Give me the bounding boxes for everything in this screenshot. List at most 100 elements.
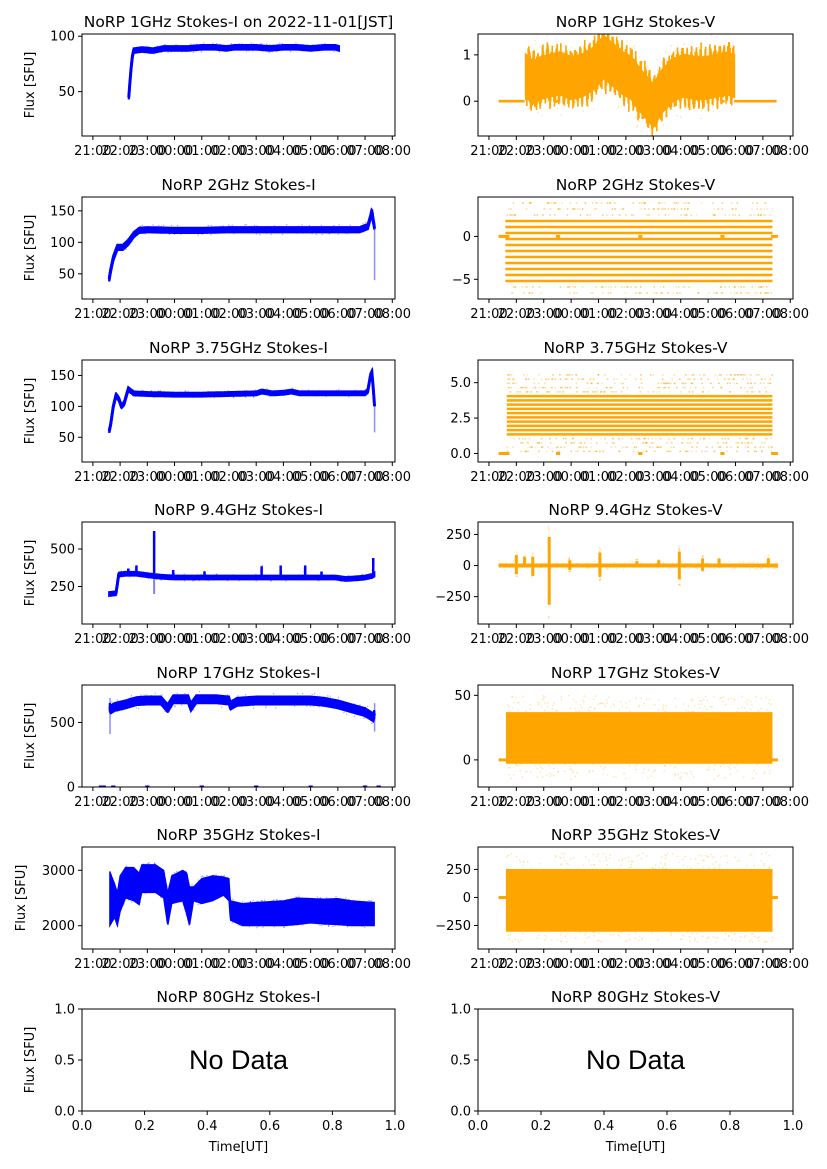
scatter-point xyxy=(121,709,123,711)
sparse-point xyxy=(737,442,740,444)
scatter-point xyxy=(550,55,552,57)
sparse-point xyxy=(586,937,588,939)
sparse-point xyxy=(658,446,661,448)
sparse-point xyxy=(510,777,512,780)
scatter-point xyxy=(297,574,300,576)
scatter-point xyxy=(223,578,225,580)
sparse-point xyxy=(688,442,690,444)
sparse-point xyxy=(718,374,721,376)
scatter-point xyxy=(232,574,235,576)
scatter-point xyxy=(549,50,551,52)
scatter-point xyxy=(249,391,252,393)
series-band xyxy=(108,367,376,434)
scatter-point xyxy=(313,692,316,695)
spike-point xyxy=(531,564,534,566)
sparse-point xyxy=(719,765,722,768)
scatter-point xyxy=(170,229,172,231)
scatter-point xyxy=(569,82,571,85)
sparse-point xyxy=(573,442,575,444)
scatter-point xyxy=(117,244,119,246)
sparse-point xyxy=(570,768,572,770)
scatter-point xyxy=(118,708,120,710)
scatter-point xyxy=(178,901,180,903)
sparse-point xyxy=(745,701,747,703)
sparse-point xyxy=(525,208,528,210)
sparse-point xyxy=(630,286,632,288)
scatter-point xyxy=(315,231,318,233)
sparse-point xyxy=(599,860,601,862)
x-tick-label: 01:00 xyxy=(580,795,617,810)
sparse-point xyxy=(600,940,603,943)
scatter-point xyxy=(708,563,710,565)
scatter-point xyxy=(688,85,691,88)
sparse-point xyxy=(535,929,538,932)
sparse-point xyxy=(677,763,680,765)
scatter-point xyxy=(231,392,233,394)
sparse-point xyxy=(742,378,744,380)
sparse-point xyxy=(769,378,772,380)
scatter-point xyxy=(168,574,170,576)
scatter-point xyxy=(656,58,658,61)
scatter-point xyxy=(143,392,145,394)
scatter-point xyxy=(301,389,303,392)
scatter-point xyxy=(115,706,118,709)
sparse-point xyxy=(678,861,680,864)
spike-point xyxy=(548,581,551,584)
x-tick-label: 04:00 xyxy=(265,957,302,972)
x-tick-label: 01:00 xyxy=(183,144,220,159)
sparse-point xyxy=(624,857,626,860)
sparse-point xyxy=(639,286,642,288)
sparse-point xyxy=(686,450,689,453)
sparse-point xyxy=(632,860,634,863)
scatter-point xyxy=(143,694,145,697)
scatter-point xyxy=(195,45,197,47)
sparse-point xyxy=(716,936,719,939)
scatter-point xyxy=(321,43,323,45)
spike-point xyxy=(279,574,281,577)
sparse-point xyxy=(735,442,738,444)
sparse-point xyxy=(720,386,723,389)
scatter-point xyxy=(203,876,205,878)
sparse-point xyxy=(747,446,749,448)
scatter-point xyxy=(267,389,269,391)
spike-point xyxy=(516,570,518,573)
scatter-point xyxy=(675,50,677,52)
sparse-point xyxy=(593,450,595,453)
sparse-point xyxy=(641,938,643,940)
scatter-point xyxy=(248,227,250,229)
sparse-point xyxy=(763,941,766,943)
scatter-point xyxy=(699,564,701,566)
sparse-point xyxy=(654,769,657,772)
sparse-point xyxy=(689,940,691,943)
scatter-point xyxy=(189,228,191,230)
y-tick-label: 2.5 xyxy=(450,412,471,427)
spike-point xyxy=(320,571,323,574)
sparse-point xyxy=(572,437,574,440)
scatter-point xyxy=(271,50,273,53)
scatter-point xyxy=(297,46,299,49)
sparse-point xyxy=(525,386,528,389)
scatter-point xyxy=(214,47,216,49)
scatter-point xyxy=(218,875,220,877)
sparse-point xyxy=(739,940,741,942)
spike-point xyxy=(532,574,535,576)
sparse-point xyxy=(513,701,515,704)
sparse-point xyxy=(638,202,641,204)
sparse-point xyxy=(660,208,663,210)
spike-point xyxy=(717,561,720,564)
sparse-point xyxy=(764,214,766,216)
sparse-point xyxy=(740,442,743,444)
scatter-point xyxy=(740,565,742,567)
x-tick-label: 05:00 xyxy=(292,144,329,159)
sparse-point xyxy=(518,859,521,861)
scatter-point xyxy=(578,566,580,568)
scatter-point xyxy=(501,563,504,565)
sparse-point xyxy=(582,864,585,867)
scatter-point xyxy=(306,575,309,577)
sparse-point xyxy=(665,382,668,385)
sparse-point xyxy=(519,770,521,773)
scatter-point xyxy=(238,924,240,926)
sparse-point xyxy=(530,391,533,393)
x-tick-label: 03:00 xyxy=(237,307,274,322)
